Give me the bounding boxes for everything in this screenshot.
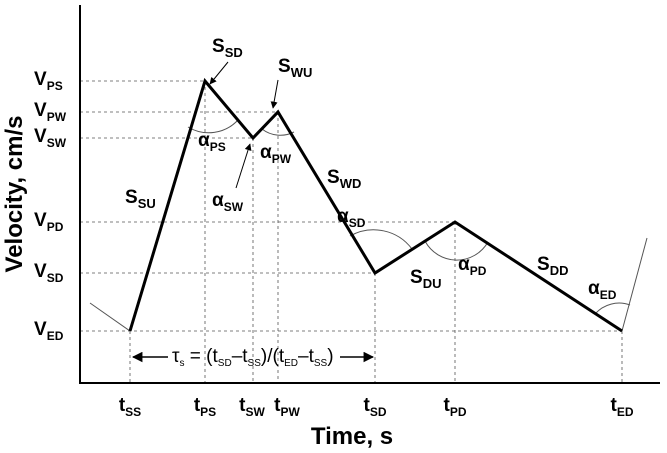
subscript: PD [470,264,487,278]
main-text: V [34,126,47,147]
subscript: SU [138,196,156,211]
angle-label: αPW [260,142,292,166]
subscript: PW [280,405,300,419]
subscript: WU [291,65,313,80]
main-text: t [364,395,371,416]
subscript: ED [47,329,64,343]
main-text: t [194,395,201,416]
subscript: PS [47,79,63,93]
main-text: t [611,395,618,416]
subscript: SD [218,358,232,369]
x-label: tPD [444,395,467,419]
main-text: α [260,142,272,163]
subscript: SD [370,405,387,419]
main-text: α [198,130,210,151]
main-text: τ [172,346,180,367]
segment-label: SSU [125,187,156,211]
subscript: DD [550,263,569,278]
y-label: VSW [34,126,67,150]
main-text: V [34,319,47,340]
main-text: t [444,395,451,416]
waveform [128,77,623,333]
subscript: ED [600,288,617,302]
x-label: tED [611,395,634,419]
subscript: SW [245,405,265,419]
main-text: –t [298,346,315,367]
segment-label: SSD [212,36,243,60]
subscript: PS [200,405,216,419]
subscript: s [180,358,185,369]
angle-label: αPS [198,130,226,154]
main-text: t [239,395,246,416]
main-text: S [212,36,225,57]
subscript: PW [47,110,67,124]
subscript: PD [450,405,467,419]
main-text: V [34,210,47,231]
x-label: tSD [364,395,387,419]
subscript: SS [314,358,328,369]
main-text: S [125,187,138,208]
subscript: WD [340,176,362,191]
main-text: α [458,254,470,275]
segment-label: SWD [327,167,361,191]
subscript: SD [225,45,243,60]
x-label: tPW [274,395,300,419]
subscript: SS [125,405,141,419]
main-text: S [537,254,550,275]
y-axis-label: Velocity, cm/s [1,116,28,273]
subscript: PW [272,152,292,166]
angle-arcs [187,119,631,315]
main-text: V [34,100,47,121]
main-text: –t [232,346,249,367]
y-label: VPD [34,210,64,234]
main-text: α [588,278,600,299]
main-text: S [278,56,291,77]
main-text: t [274,395,281,416]
formula: τs = (tSD–tSS)/(tED–tSS) [172,346,334,369]
angle-label: αED [588,278,617,302]
segment-label: SWU [278,56,312,80]
x-label: tSS [119,395,141,419]
subscript: DU [423,276,442,291]
extension-lines [89,237,648,332]
subscript: SS [248,358,262,369]
main-text: = (t [185,346,219,367]
x-axis-label: Time, s [311,423,393,450]
main-text: V [34,261,47,282]
angle-label: αSD [337,206,366,230]
y-label: VPS [34,69,63,93]
main-text: S [327,167,340,188]
subscript: PD [47,220,64,234]
subscript: SW [47,136,67,150]
main-text: V [34,69,47,90]
main-text: α [212,190,224,211]
guides [80,80,623,383]
y-label: VED [34,319,64,343]
main-text: t [119,395,126,416]
main-text: )/(t [261,346,285,367]
subscript: ED [617,405,634,419]
subscript: SD [47,271,64,285]
y-label: VPW [34,100,67,124]
main-text: S [410,267,423,288]
subscript: SW [224,200,244,214]
main-text: α [337,206,349,227]
x-label: tPS [194,395,216,419]
y-label: VSD [34,261,64,285]
main-text: ) [327,346,333,367]
pointer-arrows [131,61,375,363]
subscript: ED [284,358,298,369]
subscript: PS [210,140,226,154]
angle-label: αSW [212,190,244,214]
segment-label: SDD [537,254,568,278]
subscript: SD [349,216,366,230]
angle-label: αPD [458,254,487,278]
segment-label: SDU [410,267,441,291]
axes [79,5,660,384]
x-label: tSW [239,395,265,419]
